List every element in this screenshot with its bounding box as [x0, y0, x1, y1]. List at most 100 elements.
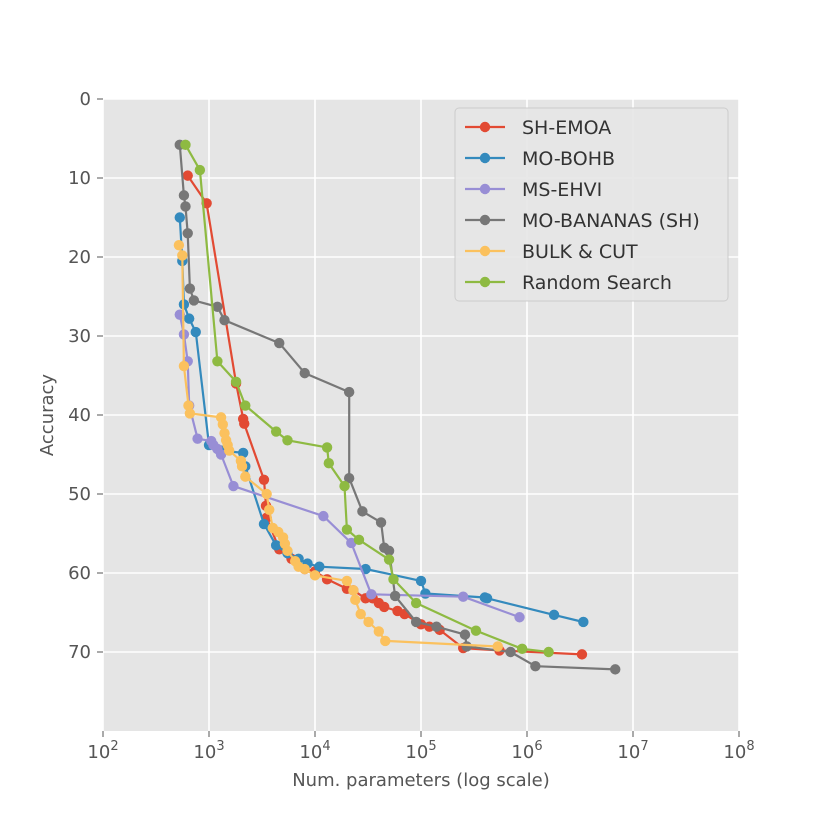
- data-point: [431, 621, 442, 632]
- x-tick-label: 107: [617, 739, 648, 763]
- x-tick-label: 102: [87, 739, 118, 763]
- data-point: [459, 629, 471, 640]
- legend-swatch-marker: [479, 214, 491, 226]
- data-point: [461, 641, 472, 652]
- data-point: [339, 480, 350, 492]
- data-point: [270, 426, 282, 437]
- legend-swatch-marker: [479, 152, 491, 164]
- data-point: [610, 664, 621, 675]
- series-bulk-cut: [173, 239, 503, 652]
- data-point: [410, 616, 422, 628]
- data-point: [343, 386, 355, 398]
- data-point: [190, 326, 201, 338]
- data-point: [399, 608, 410, 620]
- data-point: [348, 585, 359, 596]
- data-point: [237, 447, 249, 459]
- data-point: [363, 616, 374, 628]
- data-point: [470, 625, 482, 636]
- y-tick-label: 20: [68, 247, 91, 268]
- data-point: [576, 649, 588, 660]
- data-point: [182, 228, 193, 239]
- data-point: [415, 575, 427, 587]
- data-point: [194, 164, 206, 176]
- data-point: [389, 590, 401, 602]
- data-point: [230, 376, 242, 388]
- data-point: [375, 517, 387, 528]
- data-point: [215, 449, 227, 460]
- series-layer: [173, 139, 621, 675]
- data-point: [314, 561, 325, 572]
- data-point: [323, 457, 335, 469]
- legend-label: MO-BOHB: [522, 148, 615, 170]
- y-axis-ticks: 0 10 20 30 40 50 60 70: [68, 89, 103, 663]
- data-point: [420, 588, 431, 599]
- legend-item: MO-BOHB: [465, 148, 615, 170]
- data-point: [299, 367, 310, 379]
- data-point: [182, 170, 193, 181]
- legend-swatch-marker: [479, 276, 491, 288]
- data-point: [321, 442, 333, 453]
- data-point: [174, 212, 185, 223]
- y-tick-label: 50: [68, 484, 91, 505]
- y-tick-label: 10: [68, 168, 91, 189]
- data-point: [357, 506, 368, 517]
- data-point: [173, 239, 185, 251]
- series-random-search: [180, 139, 554, 658]
- legend-item: BULK & CUT: [465, 241, 638, 263]
- data-point: [505, 646, 516, 658]
- data-point: [180, 139, 191, 151]
- data-point: [548, 609, 560, 621]
- data-point: [258, 474, 270, 485]
- x-axis-label: Num. parameters (log scale): [292, 770, 550, 791]
- data-point: [177, 250, 188, 261]
- data-point: [530, 661, 541, 672]
- legend-item: MS-EHVI: [465, 179, 602, 201]
- data-point: [379, 601, 390, 613]
- data-point: [183, 400, 194, 411]
- legend-item: MO-BANANAS (SH): [465, 210, 700, 232]
- legend-label: MS-EHVI: [522, 179, 602, 201]
- data-point: [212, 356, 223, 367]
- legend: SH-EMOA MO-BOHB MS-EHVI MO-BANANAS (SH) BULK…: [454, 107, 729, 302]
- data-point: [261, 488, 272, 500]
- data-point: [457, 591, 469, 602]
- data-point: [578, 616, 589, 628]
- data-point: [353, 534, 365, 546]
- x-tick-label: 103: [193, 739, 224, 763]
- data-point: [341, 524, 353, 535]
- data-point: [343, 473, 355, 484]
- x-tick-label: 106: [511, 739, 542, 763]
- data-point: [282, 545, 293, 557]
- data-point: [341, 575, 353, 587]
- x-tick-label: 105: [405, 739, 436, 763]
- data-point: [258, 518, 270, 530]
- data-point: [184, 408, 196, 419]
- data-point: [516, 643, 528, 655]
- data-point: [217, 419, 229, 430]
- data-point: [240, 471, 251, 482]
- data-point: [264, 504, 275, 515]
- series-mo-bananas-sh-: [174, 139, 621, 675]
- data-point: [178, 190, 190, 201]
- data-point: [282, 435, 293, 446]
- data-point: [321, 574, 333, 585]
- data-point: [183, 313, 195, 324]
- data-point: [543, 646, 554, 658]
- legend-label: MO-BANANAS (SH): [522, 210, 700, 232]
- data-point: [236, 461, 248, 472]
- data-point: [318, 510, 329, 522]
- data-point: [383, 545, 395, 557]
- data-point: [188, 295, 200, 306]
- data-point: [380, 635, 391, 647]
- data-point: [212, 301, 223, 312]
- x-tick-label: 108: [723, 739, 754, 763]
- data-point: [240, 400, 251, 411]
- legend-swatch-marker: [479, 183, 491, 195]
- data-point: [239, 418, 250, 429]
- legend-swatch-marker: [479, 121, 491, 133]
- data-point: [184, 283, 196, 294]
- y-tick-label: 30: [68, 326, 91, 347]
- x-axis-ticks: 102 103 104 105 106 107 108: [87, 731, 755, 763]
- data-point: [481, 593, 493, 604]
